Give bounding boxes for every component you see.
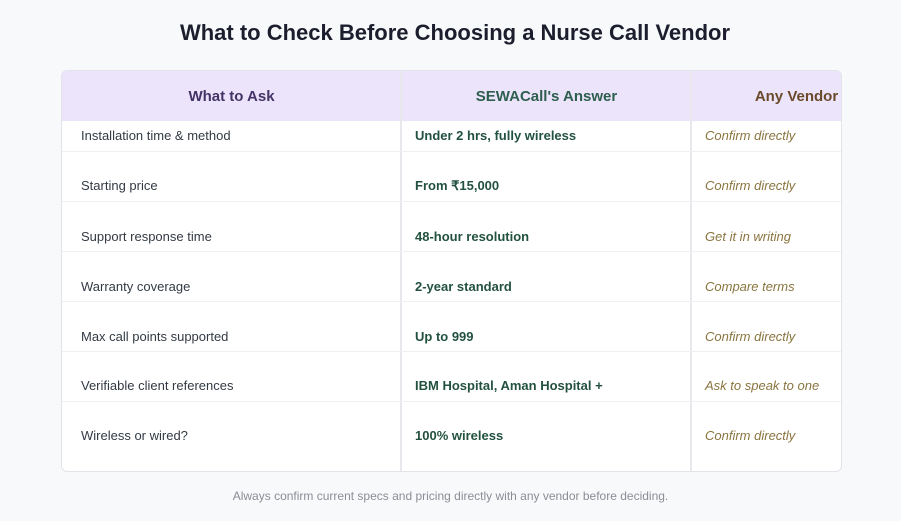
question-cell: Starting price <box>81 178 158 193</box>
question-cell: Warranty coverage <box>81 279 191 294</box>
row-divider <box>62 351 841 352</box>
row-divider <box>62 151 841 152</box>
sewacall-answer-cell: 48-hour resolution <box>415 229 530 244</box>
table-row: Warranty coverage 2-year standard Compar… <box>62 272 841 322</box>
table-row: Installation time & method Under 2 hrs, … <box>62 121 841 171</box>
question-cell: Max call points supported <box>81 329 229 344</box>
footnote: Always confirm current specs and pricing… <box>232 489 669 503</box>
vendor-note-cell: Confirm directly <box>705 178 796 193</box>
page-title: What to Check Before Choosing a Nurse Ca… <box>179 20 731 45</box>
comparison-table: What to Ask SEWACall's Answer Any Vendor… <box>61 70 842 472</box>
column-header-sewacall: SEWACall's Answer <box>475 88 618 105</box>
vendor-note-cell: Ask to speak to one <box>705 378 820 393</box>
vendor-note-cell: Confirm directly <box>705 428 796 443</box>
vendor-note-cell: Get it in writing <box>705 229 791 244</box>
question-cell: Wireless or wired? <box>81 428 188 443</box>
column-header-vendor: Any Vendor <box>754 88 839 105</box>
table-row: Wireless or wired? 100% wireless Confirm… <box>62 421 841 471</box>
row-divider <box>62 401 841 402</box>
table-row: Verifiable client references IBM Hospita… <box>62 371 841 421</box>
table-row: Starting price From ₹15,000 Confirm dire… <box>62 171 841 221</box>
vendor-note-cell: Compare terms <box>705 279 795 294</box>
sewacall-answer-cell: IBM Hospital, Aman Hospital + <box>415 378 603 393</box>
table-header-row: What to Ask SEWACall's Answer Any Vendor <box>62 71 841 121</box>
column-header-question: What to Ask <box>188 88 275 105</box>
sewacall-answer-cell: From ₹15,000 <box>415 178 500 193</box>
sewacall-answer-cell: 2-year standard <box>415 279 512 294</box>
row-divider <box>62 251 841 252</box>
row-divider <box>62 201 841 202</box>
sewacall-answer-cell: Up to 999 <box>415 329 474 344</box>
row-divider <box>62 301 841 302</box>
sewacall-answer-cell: 100% wireless <box>415 428 504 443</box>
question-cell: Verifiable client references <box>81 378 234 393</box>
question-cell: Support response time <box>81 229 212 244</box>
question-cell: Installation time & method <box>81 128 231 143</box>
column-divider <box>400 71 402 471</box>
table-row: Max call points supported Up to 999 Conf… <box>62 322 841 372</box>
vendor-note-cell: Confirm directly <box>705 329 796 344</box>
table-row: Support response time 48-hour resolution… <box>62 222 841 272</box>
vendor-note-cell: Confirm directly <box>705 128 796 143</box>
column-divider <box>690 71 692 471</box>
sewacall-answer-cell: Under 2 hrs, fully wireless <box>415 128 577 143</box>
